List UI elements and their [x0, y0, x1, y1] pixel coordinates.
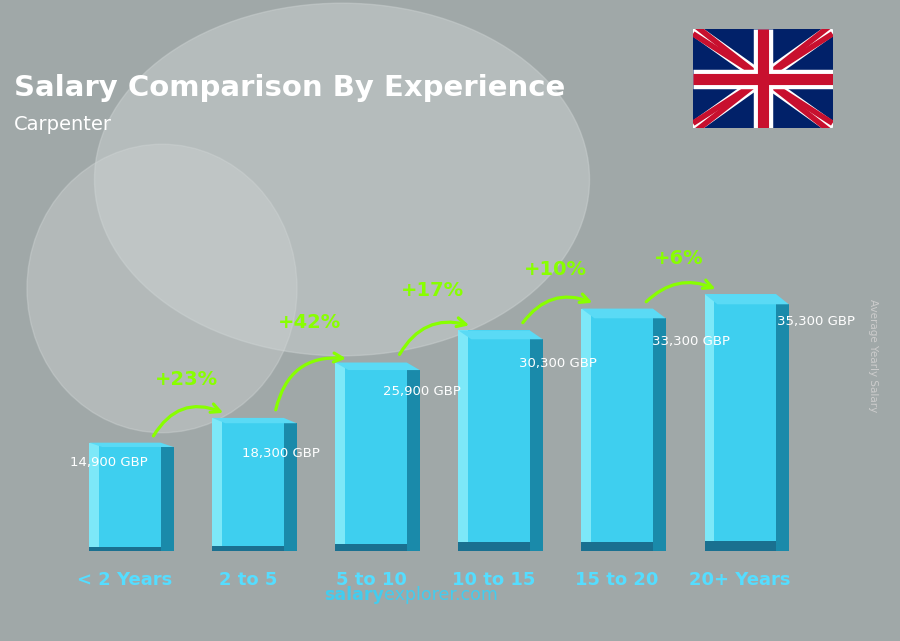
- Text: 25,900 GBP: 25,900 GBP: [383, 385, 462, 398]
- Text: 18,300 GBP: 18,300 GBP: [242, 447, 320, 460]
- Bar: [89, 547, 161, 551]
- Text: 30,300 GBP: 30,300 GBP: [518, 357, 597, 370]
- Bar: [336, 363, 345, 551]
- Bar: [458, 331, 468, 551]
- Bar: [458, 331, 530, 551]
- Polygon shape: [458, 331, 543, 339]
- Polygon shape: [581, 308, 666, 319]
- Bar: [89, 443, 161, 551]
- Text: +10%: +10%: [524, 260, 587, 279]
- Polygon shape: [212, 418, 297, 423]
- Polygon shape: [705, 294, 788, 304]
- Polygon shape: [89, 443, 174, 447]
- Bar: [336, 544, 407, 551]
- Bar: [581, 308, 652, 551]
- Bar: [652, 319, 666, 551]
- Bar: [161, 447, 174, 551]
- Bar: [705, 294, 776, 551]
- Text: 14,900 GBP: 14,900 GBP: [69, 456, 148, 469]
- Text: Carpenter: Carpenter: [14, 115, 112, 134]
- Bar: [705, 541, 776, 551]
- Polygon shape: [336, 363, 419, 370]
- Text: salary: salary: [324, 586, 383, 604]
- Bar: [336, 363, 407, 551]
- Text: 35,300 GBP: 35,300 GBP: [777, 315, 855, 328]
- Text: Salary Comparison By Experience: Salary Comparison By Experience: [14, 74, 565, 102]
- Text: explorer.com: explorer.com: [383, 586, 498, 604]
- Bar: [212, 418, 221, 551]
- Bar: [705, 294, 714, 551]
- Text: +23%: +23%: [155, 370, 218, 388]
- Text: 33,300 GBP: 33,300 GBP: [652, 335, 730, 348]
- Bar: [212, 418, 284, 551]
- Bar: [89, 443, 99, 551]
- Bar: [776, 304, 788, 551]
- Text: +6%: +6%: [654, 249, 704, 269]
- Bar: [530, 339, 543, 551]
- Bar: [581, 308, 590, 551]
- Bar: [407, 370, 419, 551]
- Text: +42%: +42%: [278, 313, 341, 332]
- Bar: [581, 542, 652, 551]
- Bar: [458, 542, 530, 551]
- Bar: [212, 546, 284, 551]
- Text: Average Yearly Salary: Average Yearly Salary: [868, 299, 878, 412]
- Bar: [284, 423, 297, 551]
- Text: +17%: +17%: [401, 281, 464, 299]
